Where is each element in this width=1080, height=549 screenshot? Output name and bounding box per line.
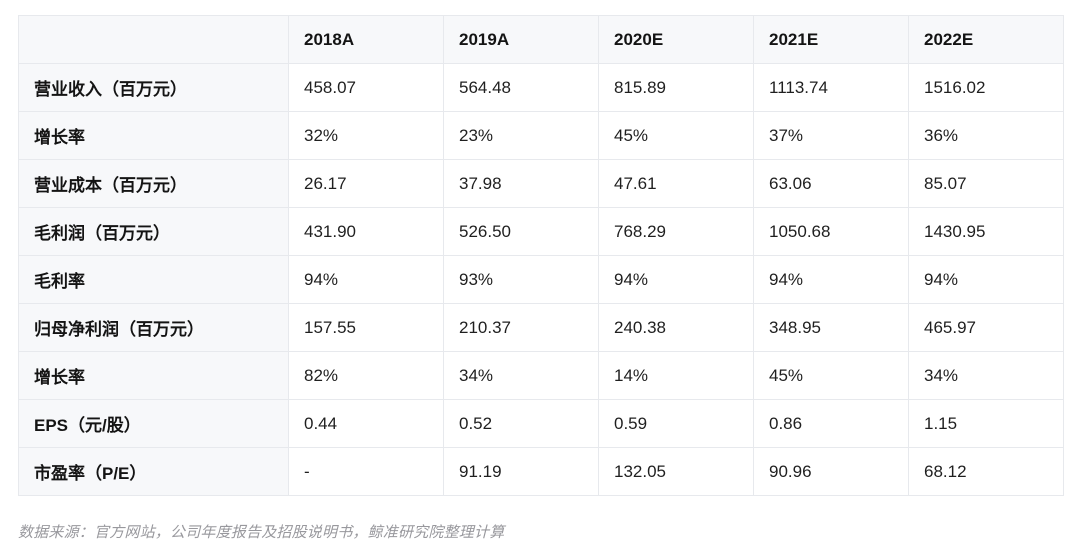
table-cell: 94% bbox=[288, 255, 444, 304]
table-cell: 815.89 bbox=[598, 63, 754, 112]
table-row: 增长率 32% 23% 45% 37% 36% bbox=[18, 111, 1064, 160]
table-row: 增长率 82% 34% 14% 45% 34% bbox=[18, 351, 1064, 400]
table-cell: - bbox=[288, 447, 444, 496]
table-row: 营业成本（百万元） 26.17 37.98 47.61 63.06 85.07 bbox=[18, 159, 1064, 208]
row-label: 市盈率（P/E） bbox=[18, 447, 289, 496]
column-header: 2020E bbox=[598, 15, 754, 64]
column-header: 2018A bbox=[288, 15, 444, 64]
table-cell: 45% bbox=[753, 351, 909, 400]
table-row: 市盈率（P/E） -91.19 132.05 90.96 68.12 bbox=[18, 447, 1064, 496]
table-cell: 36% bbox=[908, 111, 1064, 160]
table-cell: 47.61 bbox=[598, 159, 754, 208]
corner-header-cell bbox=[18, 15, 289, 64]
table-cell: 431.90 bbox=[288, 207, 444, 256]
row-label: 毛利率 bbox=[18, 255, 289, 304]
table-cell: 26.17 bbox=[288, 159, 444, 208]
table-cell: 37.98 bbox=[443, 159, 599, 208]
table-cell: 37% bbox=[753, 111, 909, 160]
table-row: 毛利润（百万元） 431.90 526.50 768.29 1050.68 1430.95 bbox=[18, 207, 1064, 256]
table-cell: 68.12 bbox=[908, 447, 1064, 496]
table-cell: 768.29 bbox=[598, 207, 754, 256]
table-row: 归母净利润（百万元） 157.55 210.37 240.38 348.95 465.97 bbox=[18, 303, 1064, 352]
table-header: 2018A 2019A 2020E 2021E 2022E bbox=[18, 15, 1064, 64]
table-cell: 0.59 bbox=[598, 399, 754, 448]
column-header: 2021E bbox=[753, 15, 909, 64]
table-cell: 458.07 bbox=[288, 63, 444, 112]
table-cell: 94% bbox=[908, 255, 1064, 304]
table-cell: 465.97 bbox=[908, 303, 1064, 352]
table-cell: 23% bbox=[443, 111, 599, 160]
table-cell: 348.95 bbox=[753, 303, 909, 352]
table-cell: 82% bbox=[288, 351, 444, 400]
row-label: 增长率 bbox=[18, 111, 289, 160]
row-label: 归母净利润（百万元） bbox=[18, 303, 289, 352]
table-row: 营业收入（百万元） 458.07 564.48 815.89 1113.74 1516.0… bbox=[18, 63, 1064, 112]
row-label: 营业收入（百万元） bbox=[18, 63, 289, 112]
table-row: EPS（元/股） 0.44 0.52 0.59 0.86 1.15 bbox=[18, 399, 1064, 448]
table-cell: 0.44 bbox=[288, 399, 444, 448]
table-cell: 45% bbox=[598, 111, 754, 160]
table-cell: 1430.95 bbox=[908, 207, 1064, 256]
table-cell: 94% bbox=[598, 255, 754, 304]
table-cell: 564.48 bbox=[443, 63, 599, 112]
column-header: 2019A bbox=[443, 15, 599, 64]
table-cell: 32% bbox=[288, 111, 444, 160]
table-cell: 1516.02 bbox=[908, 63, 1064, 112]
table-cell: 526.50 bbox=[443, 207, 599, 256]
table-cell: 94% bbox=[753, 255, 909, 304]
table-cell: 1050.68 bbox=[753, 207, 909, 256]
table-cell: 0.86 bbox=[753, 399, 909, 448]
table-cell: 0.52 bbox=[443, 399, 599, 448]
table-cell: 240.38 bbox=[598, 303, 754, 352]
table-cell: 14% bbox=[598, 351, 754, 400]
column-header: 2022E bbox=[908, 15, 1064, 64]
financial-forecast-table-container: 2018A 2019A 2020E 2021E 2022E 营业收入（百万元） 458.0… bbox=[18, 15, 1064, 496]
row-label: 营业成本（百万元） bbox=[18, 159, 289, 208]
table-cell: 157.55 bbox=[288, 303, 444, 352]
table-cell: 63.06 bbox=[753, 159, 909, 208]
table-cell: 34% bbox=[443, 351, 599, 400]
table-cell: 132.05 bbox=[598, 447, 754, 496]
table-cell: 210.37 bbox=[443, 303, 599, 352]
table-cell: 1.15 bbox=[908, 399, 1064, 448]
table-row: 毛利率 94% 93% 94% 94% 94% bbox=[18, 255, 1064, 304]
table-cell: 1113.74 bbox=[753, 63, 909, 112]
table-cell: 93% bbox=[443, 255, 599, 304]
row-label: EPS（元/股） bbox=[18, 399, 289, 448]
table-cell: 34% bbox=[908, 351, 1064, 400]
data-source-note: 数据来源：官方网站，公司年度报告及招股说明书，鲸准研究院整理计算 bbox=[18, 524, 505, 541]
table-header-row: 2018A 2019A 2020E 2021E 2022E bbox=[18, 15, 1064, 64]
row-label: 毛利润（百万元） bbox=[18, 207, 289, 256]
table-cell: 91.19 bbox=[443, 447, 599, 496]
table-body: 营业收入（百万元） 458.07 564.48 815.89 1113.74 1516.0… bbox=[18, 63, 1064, 496]
table-cell: 90.96 bbox=[753, 447, 909, 496]
table-cell: 85.07 bbox=[908, 159, 1064, 208]
financial-forecast-table: 2018A 2019A 2020E 2021E 2022E 营业收入（百万元） 458.0… bbox=[18, 15, 1064, 496]
row-label: 增长率 bbox=[18, 351, 289, 400]
